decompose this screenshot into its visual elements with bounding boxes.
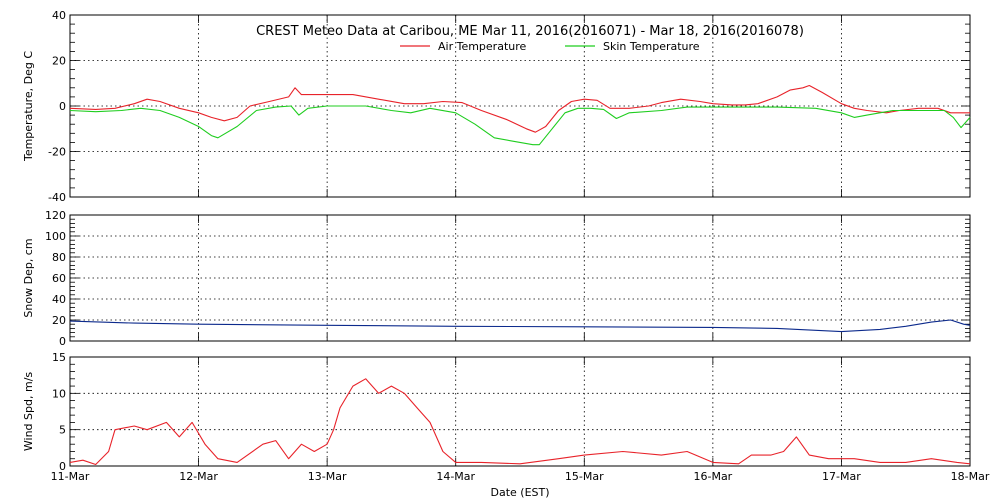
- y-tick-label: 10: [52, 387, 66, 400]
- panel-2: 0 20 40 60 80 100 120 Snow Dep, cm: [22, 209, 971, 348]
- x-tick-label: 16-Mar: [693, 470, 732, 483]
- x-tick-label: 11-Mar: [51, 470, 90, 483]
- chart-title: CREST Meteo Data at Caribou, ME Mar 11, …: [256, 24, 804, 39]
- panel-frame: [69, 356, 971, 467]
- series-line-skin-temperature: [69, 105, 971, 146]
- y-tick-label: -40: [48, 191, 66, 204]
- legend-label: Skin Temperature: [603, 40, 700, 53]
- legend: Air Temperature Skin Temperature: [400, 40, 700, 53]
- legend-label: Air Temperature: [438, 40, 527, 53]
- y-tick-label: 40: [52, 9, 66, 22]
- y-tick-label: 40: [52, 293, 66, 306]
- y-tick-label: 15: [52, 351, 66, 364]
- y-axis-title: Wind Spd, m/s: [22, 372, 35, 452]
- series-line-snow-depth: [69, 319, 971, 333]
- x-tick-label: 15-Mar: [565, 470, 604, 483]
- panel-frame: [69, 214, 971, 342]
- panel-frame: [69, 14, 971, 198]
- y-tick-label: 20: [52, 55, 66, 68]
- y-tick-label: 0: [59, 100, 66, 113]
- panel-1: -40 -20 0 20 40 Temperature, Deg C: [22, 9, 971, 204]
- x-tick-label: 18-Mar: [951, 470, 990, 483]
- y-axis-title: Temperature, Deg C: [22, 51, 35, 162]
- x-tick-label: 14-Mar: [436, 470, 475, 483]
- x-tick-label: 12-Mar: [179, 470, 218, 483]
- series-line-air-temperature: [69, 84, 970, 133]
- y-tick-label: 120: [45, 209, 66, 222]
- y-axis-title: Snow Dep, cm: [22, 238, 35, 317]
- x-tick-label: 13-Mar: [308, 470, 347, 483]
- y-tick-label: 60: [52, 272, 66, 285]
- panel-3: 0 5 10 15 Wind Spd, m/s: [22, 351, 971, 473]
- y-tick-label: 20: [52, 314, 66, 327]
- y-tick-label: 80: [52, 251, 66, 264]
- series-line-wind-speed: [69, 378, 971, 466]
- y-tick-label: -20: [48, 146, 66, 159]
- x-tick-label: 17-Mar: [822, 470, 861, 483]
- y-tick-label: 5: [59, 424, 66, 437]
- y-tick-label: 0: [59, 335, 66, 348]
- x-axis-title: Date (EST): [490, 486, 549, 499]
- y-tick-label: 100: [45, 230, 66, 243]
- y-tick-label: 0: [59, 460, 66, 473]
